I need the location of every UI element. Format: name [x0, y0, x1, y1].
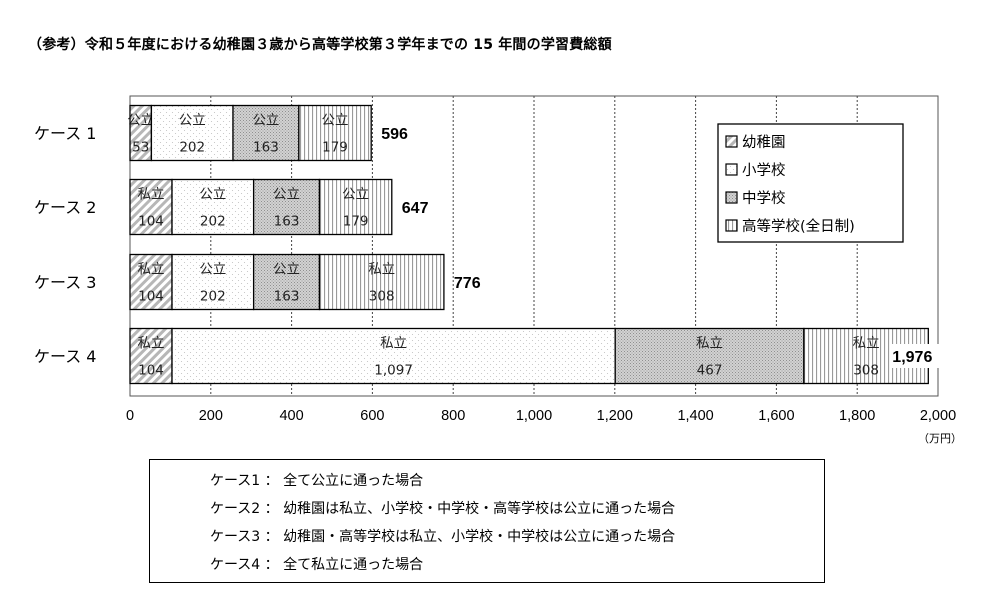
- x-tick-label: 400: [279, 408, 303, 424]
- legend-swatch: [725, 219, 738, 232]
- segment-value-label: 163: [253, 140, 279, 156]
- segment-value-label: 179: [343, 214, 369, 230]
- legend-label: 中学校: [742, 190, 786, 207]
- note-case-4: ケース4 ： 全て私立に通った場合: [210, 557, 424, 573]
- bar-segment-kindergarten: [129, 178, 173, 236]
- bar-segment-elementary: [171, 178, 255, 236]
- legend-swatch: [725, 191, 738, 204]
- segment-type-label: 公立: [273, 262, 300, 278]
- x-tick-label: 1,000: [516, 408, 552, 424]
- x-tick-label: 200: [199, 408, 223, 424]
- note-case-2: ケース2 ： 幼稚園は私立、小学校・中学校・高等学校は公立に通った場合: [210, 501, 676, 517]
- bar-segment-high: [298, 104, 372, 162]
- segment-type-label: 私立: [138, 262, 165, 278]
- segment-type-label: 私立: [368, 262, 395, 278]
- category-label: ケース 2: [34, 198, 96, 217]
- legend-swatch: [725, 163, 738, 176]
- segment-type-label: 公立: [252, 113, 279, 129]
- segment-type-label: 公立: [179, 113, 206, 129]
- x-tick-label: 1,800: [839, 408, 875, 424]
- case-notes-box: ケース1 ： 全て公立に通った場合 ケース2 ： 幼稚園は私立、小学校・中学校・…: [149, 459, 825, 583]
- x-tick-label: 1,600: [758, 408, 794, 424]
- segment-type-label: 公立: [273, 187, 300, 203]
- legend-label: 高等学校(全日制): [742, 217, 855, 235]
- category-label: ケース 1: [34, 124, 96, 143]
- x-tick-label: 0: [126, 408, 134, 424]
- total-label-bg: [890, 344, 949, 368]
- segment-value-label: 104: [138, 289, 164, 305]
- segment-type-label: 私立: [380, 336, 407, 352]
- segment-value-label: 202: [200, 214, 226, 230]
- bar-segment-elementary: [150, 104, 234, 162]
- segment-type-label: 私立: [696, 336, 723, 352]
- bar-segment-elementary: [171, 253, 255, 311]
- x-tick-label: 1,200: [597, 408, 633, 424]
- note-case-3: ケース3 ： 幼稚園・高等学校は私立、小学校・中学校は公立に通った場合: [210, 529, 676, 545]
- segment-value-label: 104: [138, 214, 164, 230]
- segment-value-label: 163: [274, 214, 300, 230]
- total-label: 1,976: [892, 349, 932, 366]
- segment-value-label: 104: [138, 363, 164, 379]
- x-axis-unit: （万円）: [918, 432, 962, 445]
- chart-title: （参考）令和５年度における幼稚園３歳から高等学校第３学年までの 15 年間の学習…: [28, 37, 612, 53]
- x-tick-label: 2,000: [920, 408, 956, 424]
- segment-type-label: 私立: [138, 187, 165, 203]
- bar-segment-kindergarten: [129, 327, 173, 385]
- category-label: ケース 3: [34, 273, 96, 292]
- segment-value-label: 467: [697, 363, 723, 379]
- legend-swatch: [725, 135, 738, 148]
- x-tick-label: 800: [441, 408, 465, 424]
- stacked-bar-chart: 公立 53 公立 202 公立 163 公立 179 596 私立 104 公立 202 公立 163 公立 1…: [34, 95, 962, 445]
- segment-type-label: 私立: [853, 336, 880, 352]
- bar-segment-elementary: [171, 327, 616, 385]
- segment-value-label: 308: [369, 289, 395, 305]
- segment-value-label: 202: [200, 289, 226, 305]
- segment-value-label: 1,097: [374, 363, 413, 379]
- segment-type-label: 公立: [342, 187, 369, 203]
- total-label: 647: [402, 200, 429, 217]
- x-tick-label: 1,400: [677, 408, 713, 424]
- segment-value-label: 163: [274, 289, 300, 305]
- legend-box: [717, 123, 904, 243]
- total-label: 596: [381, 126, 408, 143]
- bar-segment-kindergarten: [129, 253, 173, 311]
- segment-type-label: 私立: [138, 336, 165, 352]
- bar-segment-high: [318, 253, 445, 311]
- segment-type-label: 公立: [199, 262, 226, 278]
- total-label: 776: [454, 275, 481, 292]
- segment-value-label: 53: [132, 140, 149, 156]
- segment-value-label: 202: [179, 140, 205, 156]
- note-case-1: ケース1 ： 全て公立に通った場合: [210, 473, 424, 489]
- bar-segment-middle: [252, 178, 321, 236]
- segment-value-label: 308: [853, 363, 879, 379]
- segment-type-label: 公立: [127, 113, 154, 129]
- segment-type-label: 公立: [322, 113, 349, 129]
- legend-label: 小学校: [742, 162, 786, 179]
- bar-segment-high: [318, 178, 393, 236]
- segment-value-label: 179: [322, 140, 348, 156]
- x-tick-label: 600: [360, 408, 384, 424]
- category-label: ケース 4: [34, 347, 96, 366]
- segment-type-label: 公立: [199, 187, 226, 203]
- legend-label: 幼稚園: [742, 134, 786, 151]
- bar-segment-middle: [614, 327, 805, 385]
